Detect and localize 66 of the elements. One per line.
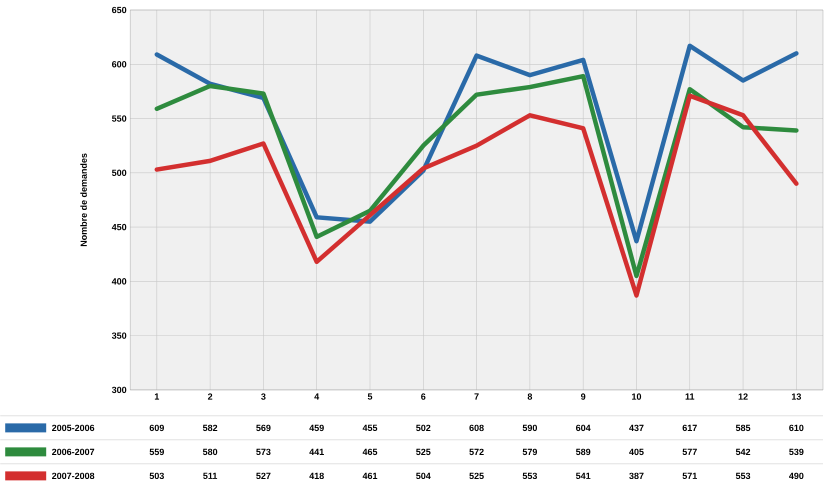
x-tick-label: 5 (368, 393, 372, 400)
data-label: 573 (256, 448, 271, 456)
x-tick-label: 1 (154, 393, 160, 400)
data-label: 437 (629, 424, 644, 432)
data-label: 617 (682, 424, 697, 432)
y-tick-label: 550 (112, 115, 126, 122)
data-label: 590 (522, 424, 537, 432)
x-tick-label: 12 (738, 393, 748, 400)
y-tick-label: 400 (112, 278, 126, 285)
data-label: 455 (362, 424, 378, 432)
data-label: 559 (150, 448, 164, 456)
y-tick-label: 300 (112, 386, 126, 394)
x-tick-label: 7 (474, 393, 479, 400)
data-label: 604 (576, 424, 591, 432)
data-label: 610 (789, 424, 804, 432)
data-label: 525 (416, 448, 431, 456)
data-label: 553 (522, 472, 538, 480)
y-tick-label: 500 (112, 170, 126, 176)
data-label: 579 (522, 448, 538, 456)
data-label: 585 (736, 424, 750, 432)
data-label: 580 (202, 448, 218, 456)
legend-label: 2007-2008 (52, 472, 94, 480)
data-label: 569 (256, 424, 271, 432)
x-tick-label: 13 (792, 393, 802, 400)
data-label: 577 (682, 448, 697, 456)
data-label: 582 (202, 424, 218, 432)
data-label: 553 (736, 472, 750, 480)
x-tick-label: 6 (421, 393, 426, 400)
x-tick-label: 4 (314, 393, 320, 400)
x-tick-label: 10 (632, 393, 642, 400)
data-label: 539 (789, 448, 804, 456)
x-tick-label: 11 (686, 393, 694, 400)
data-label: 542 (736, 448, 750, 456)
y-tick-label: 450 (112, 224, 126, 230)
data-label: 418 (309, 472, 324, 480)
line-series (154, 74, 799, 278)
data-label: 490 (789, 472, 804, 480)
y-tick-label: 350 (112, 332, 126, 339)
line-series (154, 94, 799, 298)
data-label: 608 (469, 424, 484, 432)
data-label: 461 (362, 472, 378, 480)
data-label: 541 (576, 472, 590, 480)
x-tick-label: 3 (261, 393, 266, 400)
data-label: 609 (150, 424, 164, 432)
data-label: 525 (469, 472, 484, 480)
data-label: 571 (682, 472, 697, 480)
data-label: 459 (309, 424, 324, 432)
legend-label: 2006-2007 (52, 448, 94, 456)
data-label: 387 (629, 472, 644, 480)
data-label: 502 (416, 424, 430, 432)
data-label: 405 (629, 448, 644, 456)
data-label: 503 (150, 472, 164, 480)
legend-label: 2005-2006 (52, 424, 94, 432)
data-label: 441 (309, 448, 324, 456)
y-tick-label: 650 (112, 6, 126, 14)
x-tick-label: 9 (580, 393, 586, 400)
x-tick-label: 8 (528, 393, 532, 400)
data-label: 527 (256, 472, 270, 480)
y-axis-title: Nombre de demandes (80, 154, 87, 246)
data-label: 511 (203, 472, 218, 480)
x-tick-label: 2 (208, 393, 212, 400)
data-label: 589 (576, 448, 590, 456)
data-label: 504 (416, 472, 431, 480)
y-tick-label: 600 (112, 61, 126, 68)
data-label: 465 (362, 448, 378, 456)
data-label: 572 (469, 448, 484, 456)
